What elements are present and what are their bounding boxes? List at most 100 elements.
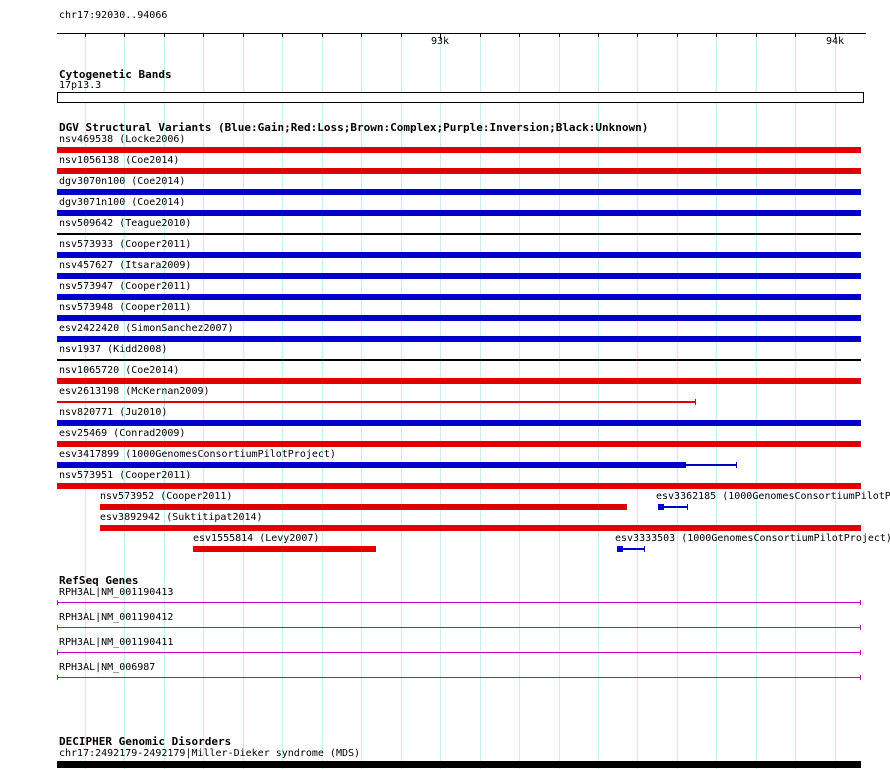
gene-label[interactable]: RPH3AL|NM_006987 xyxy=(59,662,156,673)
variant-bar[interactable] xyxy=(193,546,376,552)
ruler-minor-tick xyxy=(598,33,599,37)
variant-bar[interactable] xyxy=(57,189,861,195)
variant-line[interactable] xyxy=(57,233,861,235)
ruler-minor-tick xyxy=(756,33,757,37)
variant-label[interactable]: nsv1056138 (Coe2014) xyxy=(59,155,180,166)
variant-label[interactable]: esv3417899 (1000GenomesConsortiumPilotPr… xyxy=(59,449,336,460)
variant-bar[interactable] xyxy=(57,420,861,426)
gene-end-tick xyxy=(57,600,58,605)
ruler-minor-tick xyxy=(480,33,481,37)
variant-label[interactable]: esv25469 (Conrad2009) xyxy=(59,428,186,439)
gene-end-tick xyxy=(860,650,861,655)
ruler-major-tick xyxy=(440,33,441,39)
gene-label[interactable]: RPH3AL|NM_001190411 xyxy=(59,637,174,648)
variant-label[interactable]: nsv820771 (Ju2010) xyxy=(59,407,168,418)
variant-label[interactable]: nsv573948 (Cooper2011) xyxy=(59,302,192,313)
variant-end-tick xyxy=(736,462,737,468)
variant-bar[interactable] xyxy=(57,294,861,300)
variant-line[interactable] xyxy=(664,506,688,508)
variant-bar[interactable] xyxy=(57,147,861,153)
variant-label[interactable]: esv3362185 (1000GenomesConsortiumPilotPr… xyxy=(656,491,890,502)
variant-bar[interactable] xyxy=(57,252,861,258)
ruler-tick-label: 94k xyxy=(825,36,845,47)
ruler-minor-tick xyxy=(795,33,796,37)
gene-line[interactable] xyxy=(57,602,861,603)
variant-bar[interactable] xyxy=(57,273,861,279)
ruler-minor-tick xyxy=(559,33,560,37)
variant-label[interactable]: esv3892942 (Suktitipat2014) xyxy=(100,512,263,523)
gene-end-tick xyxy=(860,675,861,680)
variant-bar[interactable] xyxy=(57,441,861,447)
gene-label[interactable]: RPH3AL|NM_001190412 xyxy=(59,612,174,623)
ruler-line xyxy=(57,33,866,34)
variant-label[interactable]: nsv573952 (Cooper2011) xyxy=(100,491,233,502)
gene-label[interactable]: RPH3AL|NM_001190413 xyxy=(59,587,174,598)
gene-end-tick xyxy=(860,625,861,630)
variant-label[interactable]: esv1555814 (Levy2007) xyxy=(193,533,320,544)
variant-end-tick xyxy=(644,546,645,552)
gene-end-tick xyxy=(57,625,58,630)
variant-bar[interactable] xyxy=(100,525,861,531)
variant-bar[interactable] xyxy=(57,483,861,489)
variant-line[interactable] xyxy=(686,464,737,466)
grid-line xyxy=(835,33,836,769)
gene-end-tick xyxy=(57,675,58,680)
variant-bar[interactable] xyxy=(617,546,623,552)
variant-label[interactable]: esv2613198 (McKernan2009) xyxy=(59,386,210,397)
ruler-minor-tick xyxy=(124,33,125,37)
variant-bar[interactable] xyxy=(57,315,861,321)
variant-bar[interactable] xyxy=(57,168,861,174)
variant-label[interactable]: nsv573933 (Cooper2011) xyxy=(59,239,192,250)
gene-end-tick xyxy=(860,600,861,605)
ruler-minor-tick xyxy=(85,33,86,37)
variant-label[interactable]: nsv457627 (Itsara2009) xyxy=(59,260,192,271)
variant-label[interactable]: esv2422420 (SimonSanchez2007) xyxy=(59,323,234,334)
gene-line[interactable] xyxy=(57,627,861,628)
variant-label[interactable]: nsv1937 (Kidd2008) xyxy=(59,344,168,355)
variant-label[interactable]: nsv509642 (Teague2010) xyxy=(59,218,192,229)
variant-label[interactable]: nsv469538 (Locke2006) xyxy=(59,134,186,145)
cytoband-box xyxy=(57,92,864,103)
variant-line[interactable] xyxy=(57,401,695,403)
grid-line xyxy=(716,33,717,769)
ruler-minor-tick xyxy=(637,33,638,37)
ruler-minor-tick xyxy=(361,33,362,37)
variant-label[interactable]: nsv573951 (Cooper2011) xyxy=(59,470,192,481)
variant-label[interactable]: nsv573947 (Cooper2011) xyxy=(59,281,192,292)
ruler-minor-tick xyxy=(164,33,165,37)
variant-label[interactable]: dgv3071n100 (Coe2014) xyxy=(59,197,186,208)
grid-line xyxy=(756,33,757,769)
variant-bar[interactable] xyxy=(57,462,686,468)
decipher-bar[interactable] xyxy=(57,761,861,768)
ruler-minor-tick xyxy=(243,33,244,37)
variant-bar[interactable] xyxy=(57,378,861,384)
ruler-minor-tick xyxy=(519,33,520,37)
variant-label[interactable]: dgv3070n100 (Coe2014) xyxy=(59,176,186,187)
variant-bar[interactable] xyxy=(658,504,664,510)
variant-line[interactable] xyxy=(57,359,861,361)
ruler-minor-tick xyxy=(203,33,204,37)
ruler-minor-tick xyxy=(716,33,717,37)
variant-bar[interactable] xyxy=(100,504,627,510)
variant-end-tick xyxy=(695,399,696,405)
variant-bar[interactable] xyxy=(57,210,861,216)
variant-label[interactable]: nsv1065720 (Coe2014) xyxy=(59,365,180,376)
variant-label[interactable]: esv3333503 (1000GenomesConsortiumPilotPr… xyxy=(615,533,890,544)
ruler-tick-label: 93k xyxy=(430,36,450,47)
section-title-cytogenetic-bands: Cytogenetic Bands xyxy=(59,68,172,81)
section-title-decipher: DECIPHER Genomic Disorders xyxy=(59,735,232,748)
gene-line[interactable] xyxy=(57,652,861,653)
ruler-minor-tick xyxy=(322,33,323,37)
variant-line[interactable] xyxy=(623,548,645,550)
section-title-refseq-genes: RefSeq Genes xyxy=(59,574,139,587)
decipher-label[interactable]: chr17:2492179-2492179|Miller-Dieker synd… xyxy=(59,748,361,759)
gene-line[interactable] xyxy=(57,677,861,678)
ruler-major-tick xyxy=(835,33,836,39)
ruler-minor-tick xyxy=(401,33,402,37)
cytoband-label: 17p13.3 xyxy=(59,80,102,91)
section-title-dgv-variants: DGV Structural Variants (Blue:Gain;Red:L… xyxy=(59,121,649,134)
region-label: chr17:92030..94066 xyxy=(59,10,168,21)
ruler-minor-tick xyxy=(677,33,678,37)
variant-bar[interactable] xyxy=(57,336,861,342)
